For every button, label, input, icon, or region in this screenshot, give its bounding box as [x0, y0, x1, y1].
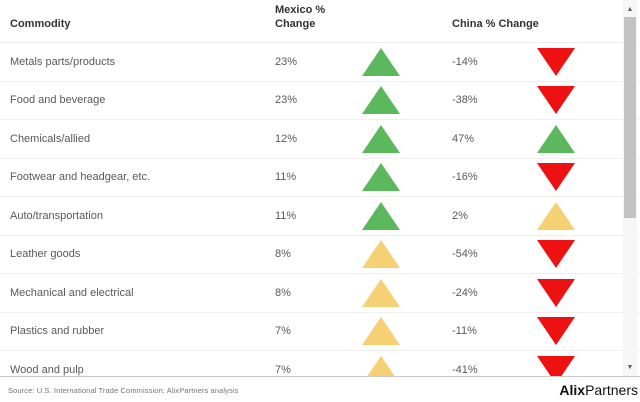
trend-down-icon: [537, 355, 575, 376]
mexico-trend-cell: [340, 317, 422, 346]
mexico-change-value: 7%: [275, 363, 291, 376]
china-change-value: 2%: [452, 209, 468, 222]
china-change-value: -24%: [452, 286, 478, 299]
trend-up-icon: [537, 124, 575, 153]
mexico-trend-cell: [340, 47, 422, 76]
table-row: Footwear and headgear, etc. 11% -16%: [0, 157, 640, 197]
table-row: Chemicals/allied 12% 47%: [0, 119, 640, 158]
commodity-cell: Mechanical and electrical: [10, 286, 134, 299]
scroll-down-arrow-icon[interactable]: ▼: [626, 363, 634, 371]
china-change-value: -54%: [452, 248, 478, 261]
trend-up-icon: [362, 201, 400, 230]
vertical-scrollbar[interactable]: ▲ ▼: [623, 0, 637, 376]
china-change-value: 47%: [452, 132, 475, 145]
trend-down-icon: [537, 47, 575, 76]
mexico-change-value: 12%: [275, 132, 298, 145]
mexico-trend-cell: [340, 124, 422, 153]
source-attribution: Source: U.S. International Trade Commiss…: [8, 385, 239, 395]
trend-up-icon: [537, 201, 575, 230]
mexico-trend-column-header: [340, 31, 422, 42]
table-header-row: Commodity Mexico % Change China % Change: [0, 0, 640, 42]
trend-up-icon: [362, 317, 400, 346]
china-change-value: -14%: [452, 55, 478, 68]
table-row: Food and beverage 23% -38%: [0, 80, 640, 120]
china-trend-cell: [507, 163, 605, 192]
commodity-cell: Plastics and rubber: [10, 325, 105, 338]
china-column-header: China % Change: [452, 18, 539, 30]
china-trend-cell: [507, 86, 605, 115]
logo-regular-part: Partners: [585, 382, 638, 398]
trend-down-icon: [537, 86, 575, 115]
mexico-trend-cell: [340, 278, 422, 307]
mexico-change-value: 8%: [275, 286, 291, 299]
china-trend-cell: [507, 355, 605, 376]
mexico-change-value: 23%: [275, 55, 298, 68]
commodity-cell: Metals parts/products: [10, 55, 116, 68]
trend-up-icon: [362, 355, 400, 376]
mexico-change-value: 11%: [275, 171, 297, 184]
scrollbar-thumb[interactable]: [624, 17, 636, 218]
commodity-cell: Auto/transportation: [10, 209, 103, 222]
commodity-table: Commodity Mexico % Change China % Change…: [0, 0, 640, 377]
scroll-up-arrow-icon[interactable]: ▲: [626, 5, 634, 13]
trend-up-icon: [362, 278, 400, 307]
trend-down-icon: [537, 317, 575, 346]
trend-up-icon: [362, 86, 400, 115]
commodity-cell: Food and beverage: [10, 94, 106, 107]
commodity-column-header: Commodity: [10, 18, 71, 30]
commodity-cell: Footwear and headgear, etc.: [10, 171, 151, 184]
china-trend-cell: [507, 317, 605, 346]
china-change-value: -16%: [452, 171, 478, 184]
china-trend-cell: [507, 47, 605, 76]
table-row: Leather goods 8% -54%: [0, 234, 640, 274]
commodity-cell: Leather goods: [10, 248, 81, 261]
table-row: Mechanical and electrical 8% -24%: [0, 273, 640, 312]
mexico-change-value: 8%: [275, 248, 291, 261]
china-trend-cell: [507, 201, 605, 230]
trend-up-icon: [362, 240, 400, 269]
trend-down-icon: [537, 278, 575, 307]
china-change-value: -38%: [452, 94, 478, 107]
mexico-change-value: 7%: [275, 325, 291, 338]
china-trend-cell: [507, 278, 605, 307]
mexico-trend-cell: [340, 201, 422, 230]
mexico-change-value: 23%: [275, 94, 298, 107]
table-row: Auto/transportation 11% 2%: [0, 196, 640, 235]
logo-bold-part: Alix: [559, 382, 586, 398]
china-trend-cell: [507, 124, 605, 153]
trend-down-icon: [537, 163, 575, 192]
mexico-trend-cell: [340, 86, 422, 115]
footer: Source: U.S. International Trade Commiss…: [0, 378, 640, 402]
china-change-value: -41%: [452, 363, 478, 376]
mexico-change-value: 11%: [275, 209, 297, 222]
alixpartners-logo: AlixPartners: [559, 382, 638, 398]
table-row: Wood and pulp 7% -41%: [0, 350, 640, 376]
table-row: Plastics and rubber 7% -11%: [0, 311, 640, 351]
trend-down-icon: [537, 240, 575, 269]
trend-up-icon: [362, 47, 400, 76]
trend-up-icon: [362, 163, 400, 192]
mexico-trend-cell: [340, 240, 422, 269]
table-body: Metals parts/products 23% -14% Food and …: [0, 42, 640, 376]
trend-up-icon: [362, 124, 400, 153]
commodity-cell: Wood and pulp: [10, 363, 84, 376]
china-trend-column-header: [507, 31, 605, 42]
china-trend-cell: [507, 240, 605, 269]
mexico-trend-cell: [340, 163, 422, 192]
china-change-value: -11%: [452, 325, 477, 338]
commodity-cell: Chemicals/allied: [10, 132, 91, 145]
mexico-column-header: Mexico % Change: [275, 4, 326, 30]
table-row: Metals parts/products 23% -14%: [0, 42, 640, 81]
mexico-trend-cell: [340, 355, 422, 376]
